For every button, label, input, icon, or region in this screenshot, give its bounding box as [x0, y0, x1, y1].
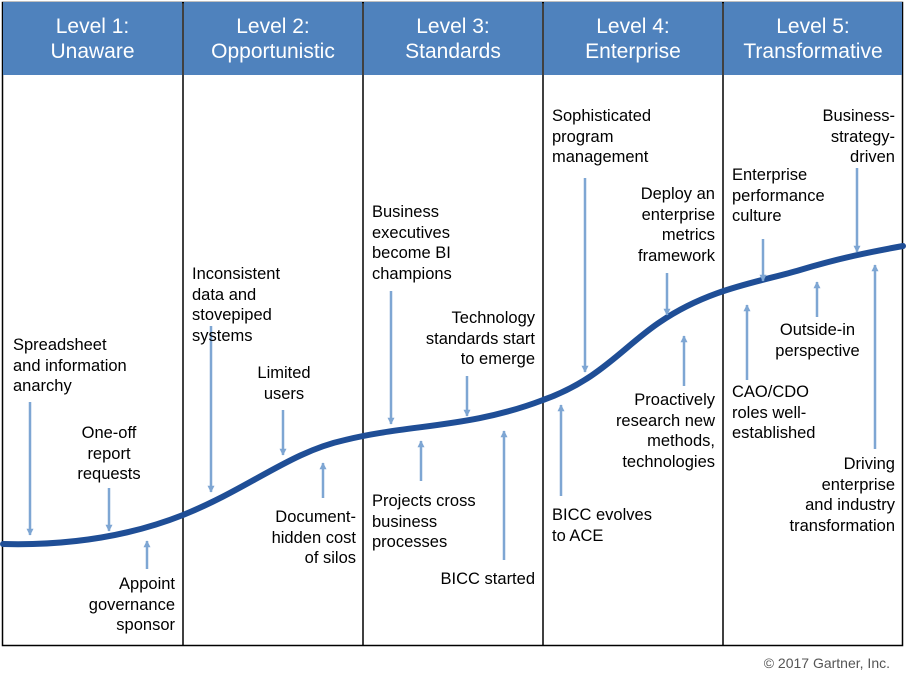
label-limited-users: Limited users	[257, 364, 311, 403]
label-bicc-evolves: BICC evolves to ACE	[552, 506, 652, 545]
level-2-name: Opportunistic	[211, 39, 335, 63]
label-business-executives: Business executives become BI champions	[372, 203, 452, 283]
level-3-header: Level 3: Standards	[364, 2, 542, 75]
label-inconsistent-data: Inconsistent data and stovepiped systems	[192, 265, 281, 345]
level-3-number: Level 3:	[416, 14, 490, 38]
label-proactively-research: Proactively research new methods, techno…	[615, 391, 715, 471]
level-4-name: Enterprise	[585, 39, 681, 63]
label-technology-standards: Technology standards start to emerge	[425, 309, 535, 368]
copyright-notice: © 2017 Gartner, Inc.	[763, 655, 890, 671]
level-4-number: Level 4:	[596, 14, 670, 38]
level-3-name: Standards	[405, 39, 501, 63]
label-outside-in: Outside-in perspective	[775, 321, 860, 360]
label-document-hidden-cost: Document- hidden cost of silos	[271, 508, 356, 567]
label-one-off-requests: One-off report requests	[77, 424, 141, 483]
level-5-number: Level 5:	[776, 14, 850, 38]
label-deploy-framework: Deploy an enterprise metrics framework	[637, 185, 715, 265]
label-enterprise-performance: Enterprise performance culture	[732, 166, 825, 225]
label-business-strategy: Business- strategy- driven	[822, 107, 895, 166]
label-appoint-sponsor: Appoint governance sponsor	[88, 575, 175, 634]
label-projects-cross: Projects cross business processes	[372, 492, 476, 551]
level-5-header: Level 5: Transformative	[724, 2, 902, 75]
label-driving-transformation: Driving enterprise and industry transfor…	[789, 455, 895, 535]
label-sophisticated-program: Sophisticated program management	[552, 107, 652, 166]
label-cao-cdo: CAO/CDO roles well- established	[732, 383, 816, 442]
level-2-number: Level 2:	[236, 14, 310, 38]
level-2-header: Level 2: Opportunistic	[184, 2, 362, 75]
maturity-curve	[0, 243, 906, 548]
level-1-header: Level 1: Unaware	[3, 2, 182, 75]
level-1-name: Unaware	[50, 39, 135, 63]
label-bicc-started: BICC started	[440, 570, 535, 588]
label-spreadsheet-anarchy: Spreadsheet and information anarchy	[13, 336, 127, 395]
level-4-header: Level 4: Enterprise	[544, 2, 722, 75]
level-1-number: Level 1:	[55, 14, 130, 38]
level-5-name: Transformative	[743, 39, 883, 63]
